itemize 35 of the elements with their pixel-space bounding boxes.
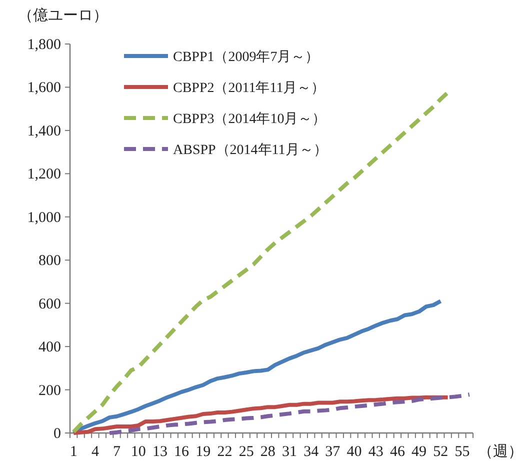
xtick: 55	[454, 444, 470, 460]
ytick: 1,800	[27, 37, 61, 53]
xtick: 19	[196, 444, 211, 460]
xtick: 16	[174, 444, 190, 460]
xtick: 13	[152, 444, 168, 460]
xtick: 49	[412, 444, 427, 460]
xtick: 7	[113, 444, 121, 460]
xtick: 52	[433, 444, 448, 460]
xtick: 22	[217, 444, 232, 460]
xtick: 40	[346, 444, 362, 460]
xtick: 25	[238, 444, 254, 460]
legend-label: CBPP1（2009年7月～）	[173, 50, 320, 65]
xtick: 28	[260, 444, 276, 460]
xtick: 1	[70, 444, 78, 460]
ytick: 1,400	[27, 123, 61, 140]
legend-label: CBPP2（2011年11月～）	[173, 81, 326, 96]
xtick: 31	[282, 444, 297, 460]
ytick: 1,000	[27, 210, 61, 226]
ytick: 200	[38, 382, 61, 399]
ytick: 800	[38, 253, 61, 270]
xtick: 46	[390, 444, 405, 460]
xtick: 43	[368, 444, 384, 460]
legend-label: ABSPP（2014年11月～）	[173, 143, 328, 158]
ytick: 0	[54, 426, 61, 442]
xtick: 4	[91, 444, 99, 460]
xtick: 37	[325, 444, 340, 460]
xlabel: （週）	[478, 444, 523, 460]
ytick: 400	[38, 340, 61, 356]
xtick: 10	[130, 444, 146, 460]
xtick: 34	[304, 444, 319, 460]
ytick: 1,600	[27, 80, 61, 96]
ytick: 600	[38, 296, 61, 312]
legend-label: CBPP3（2014年10月～）	[173, 112, 326, 127]
ytick: 1,200	[27, 166, 61, 183]
ylabel: （億ユーロ）	[18, 8, 108, 24]
